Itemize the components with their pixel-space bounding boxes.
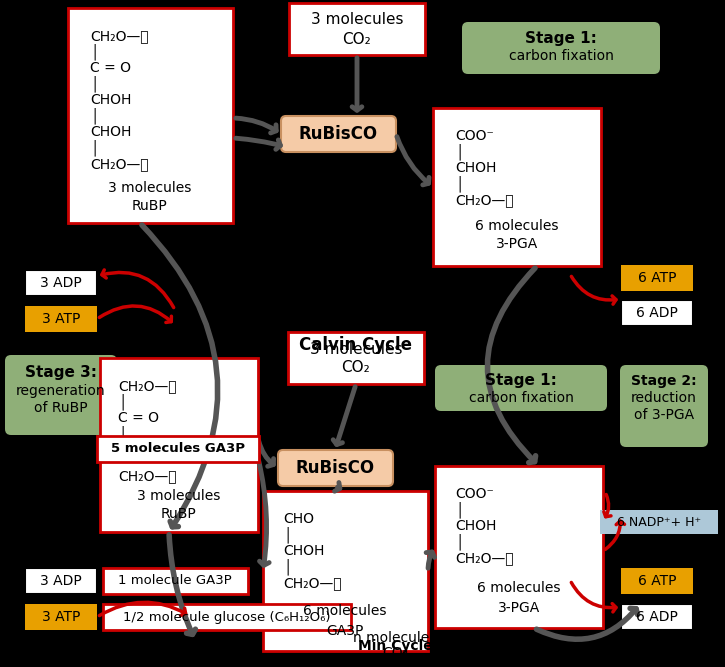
Bar	[25, 568, 97, 594]
Text: 6 ATP: 6 ATP	[638, 574, 676, 588]
Bar	[103, 568, 248, 594]
Text: 3-PGA: 3-PGA	[496, 237, 538, 251]
Text: 6 molecules: 6 molecules	[303, 604, 386, 618]
Text: │: │	[455, 502, 463, 518]
Text: 3 molecules: 3 molecules	[108, 181, 191, 195]
Text: │: │	[283, 559, 291, 576]
Text: CHOH: CHOH	[455, 519, 497, 533]
Text: CHOH: CHOH	[455, 161, 497, 175]
Bar	[621, 265, 693, 291]
Text: C = O: C = O	[118, 411, 159, 425]
Bar	[435, 466, 603, 628]
Text: of 3-PGA: of 3-PGA	[634, 408, 694, 422]
Text: RuBisCO: RuBisCO	[299, 125, 378, 143]
FancyBboxPatch shape	[435, 365, 607, 411]
Text: COO⁻: COO⁻	[455, 129, 494, 143]
Text: │: │	[118, 426, 126, 442]
Text: COO⁻: COO⁻	[455, 487, 494, 501]
Text: 6 NADPH: 6 NADPH	[608, 485, 671, 499]
Text: 6 ADP: 6 ADP	[636, 610, 678, 624]
Bar	[263, 491, 428, 651]
Text: carbon fıxation: carbon fıxation	[468, 391, 573, 405]
Text: CHOH: CHOH	[283, 544, 324, 558]
Text: CHOH: CHOH	[90, 93, 131, 107]
Text: CO₂: CO₂	[382, 646, 408, 660]
Text: │: │	[90, 139, 99, 156]
Text: reduction: reduction	[631, 391, 697, 405]
Text: Stage 2:: Stage 2:	[631, 374, 697, 388]
Text: 3 ATP: 3 ATP	[42, 610, 80, 624]
Text: carbon fixation: carbon fixation	[508, 49, 613, 63]
Text: │: │	[455, 175, 463, 192]
Text: Calvin Cycle: Calvin Cycle	[299, 336, 413, 354]
Text: Stage 1:: Stage 1:	[485, 374, 557, 388]
Text: Stage 1:: Stage 1:	[525, 31, 597, 45]
Text: RuBisCO: RuBisCO	[295, 459, 375, 477]
Text: CH₂O—Ⓟ: CH₂O—Ⓟ	[118, 469, 177, 483]
Text: CH₂O—Ⓟ: CH₂O—Ⓟ	[118, 379, 177, 393]
Text: 6 NADP⁺+ H⁺: 6 NADP⁺+ H⁺	[617, 516, 701, 528]
Text: CHOH: CHOH	[90, 125, 131, 139]
Text: 3 ADP: 3 ADP	[40, 276, 82, 290]
Bar	[25, 306, 97, 332]
Text: CHO│: CHO│	[118, 442, 157, 458]
FancyBboxPatch shape	[281, 116, 396, 152]
FancyBboxPatch shape	[5, 355, 117, 435]
FancyBboxPatch shape	[278, 450, 393, 486]
Bar	[288, 332, 424, 384]
Text: 3 ATP: 3 ATP	[42, 312, 80, 326]
Text: CH₂O—Ⓟ: CH₂O—Ⓟ	[455, 193, 513, 207]
Text: GA3P: GA3P	[326, 624, 364, 638]
Text: 1/2 molecule glucose (C₆H₁₂O₆): 1/2 molecule glucose (C₆H₁₂O₆)	[123, 610, 331, 624]
Text: 6 molecules: 6 molecules	[476, 219, 559, 233]
Text: Min Cycle: Min Cycle	[357, 639, 432, 653]
Text: 5 molecules GA3P: 5 molecules GA3P	[111, 442, 245, 456]
Text: │: │	[90, 43, 99, 60]
Text: of RuBP: of RuBP	[34, 401, 88, 415]
Text: 1 molecule GA3P: 1 molecule GA3P	[118, 574, 232, 588]
Bar	[68, 8, 233, 223]
Bar	[621, 300, 693, 326]
Text: 6 molecules: 6 molecules	[477, 581, 560, 595]
Text: CH₂O—Ⓟ: CH₂O—Ⓟ	[90, 157, 149, 171]
Text: Stage 3:: Stage 3:	[25, 366, 97, 380]
Bar	[100, 358, 258, 532]
Text: │: │	[455, 534, 463, 550]
Text: RuBP: RuBP	[161, 507, 197, 521]
Bar	[25, 270, 97, 296]
Text: │: │	[90, 107, 99, 124]
Bar	[97, 436, 259, 462]
Text: CH₂O—Ⓟ: CH₂O—Ⓟ	[283, 576, 341, 590]
Text: │: │	[455, 143, 463, 160]
Text: │: │	[118, 394, 126, 410]
Text: CO₂: CO₂	[341, 360, 370, 374]
Text: C = O: C = O	[90, 61, 131, 75]
Text: 3 ADP: 3 ADP	[40, 574, 82, 588]
Text: CH₂O—Ⓟ: CH₂O—Ⓟ	[90, 29, 149, 43]
FancyBboxPatch shape	[620, 365, 708, 447]
Text: 3 molecules: 3 molecules	[311, 13, 403, 27]
FancyBboxPatch shape	[462, 22, 660, 74]
Bar	[621, 604, 693, 630]
Text: 6 ATP: 6 ATP	[638, 271, 676, 285]
Bar	[289, 3, 425, 55]
Text: RuBP: RuBP	[132, 199, 168, 213]
Bar	[600, 510, 718, 534]
Text: regeneration: regeneration	[16, 384, 106, 398]
Text: 3 molecules: 3 molecules	[310, 342, 402, 356]
Text: CHO: CHO	[283, 512, 314, 526]
Text: │: │	[90, 75, 99, 92]
Text: 3 molecules: 3 molecules	[137, 489, 220, 503]
Text: CO₂: CO₂	[343, 33, 371, 47]
Bar	[621, 568, 693, 594]
Text: n molecules: n molecules	[353, 631, 436, 645]
Text: 6 ADP: 6 ADP	[636, 306, 678, 320]
Bar	[103, 604, 351, 630]
Bar	[433, 108, 601, 266]
Text: CH₂O—Ⓟ: CH₂O—Ⓟ	[455, 551, 513, 565]
Text: 3-PGA: 3-PGA	[498, 601, 540, 615]
Text: │: │	[283, 527, 291, 544]
Bar	[25, 604, 97, 630]
